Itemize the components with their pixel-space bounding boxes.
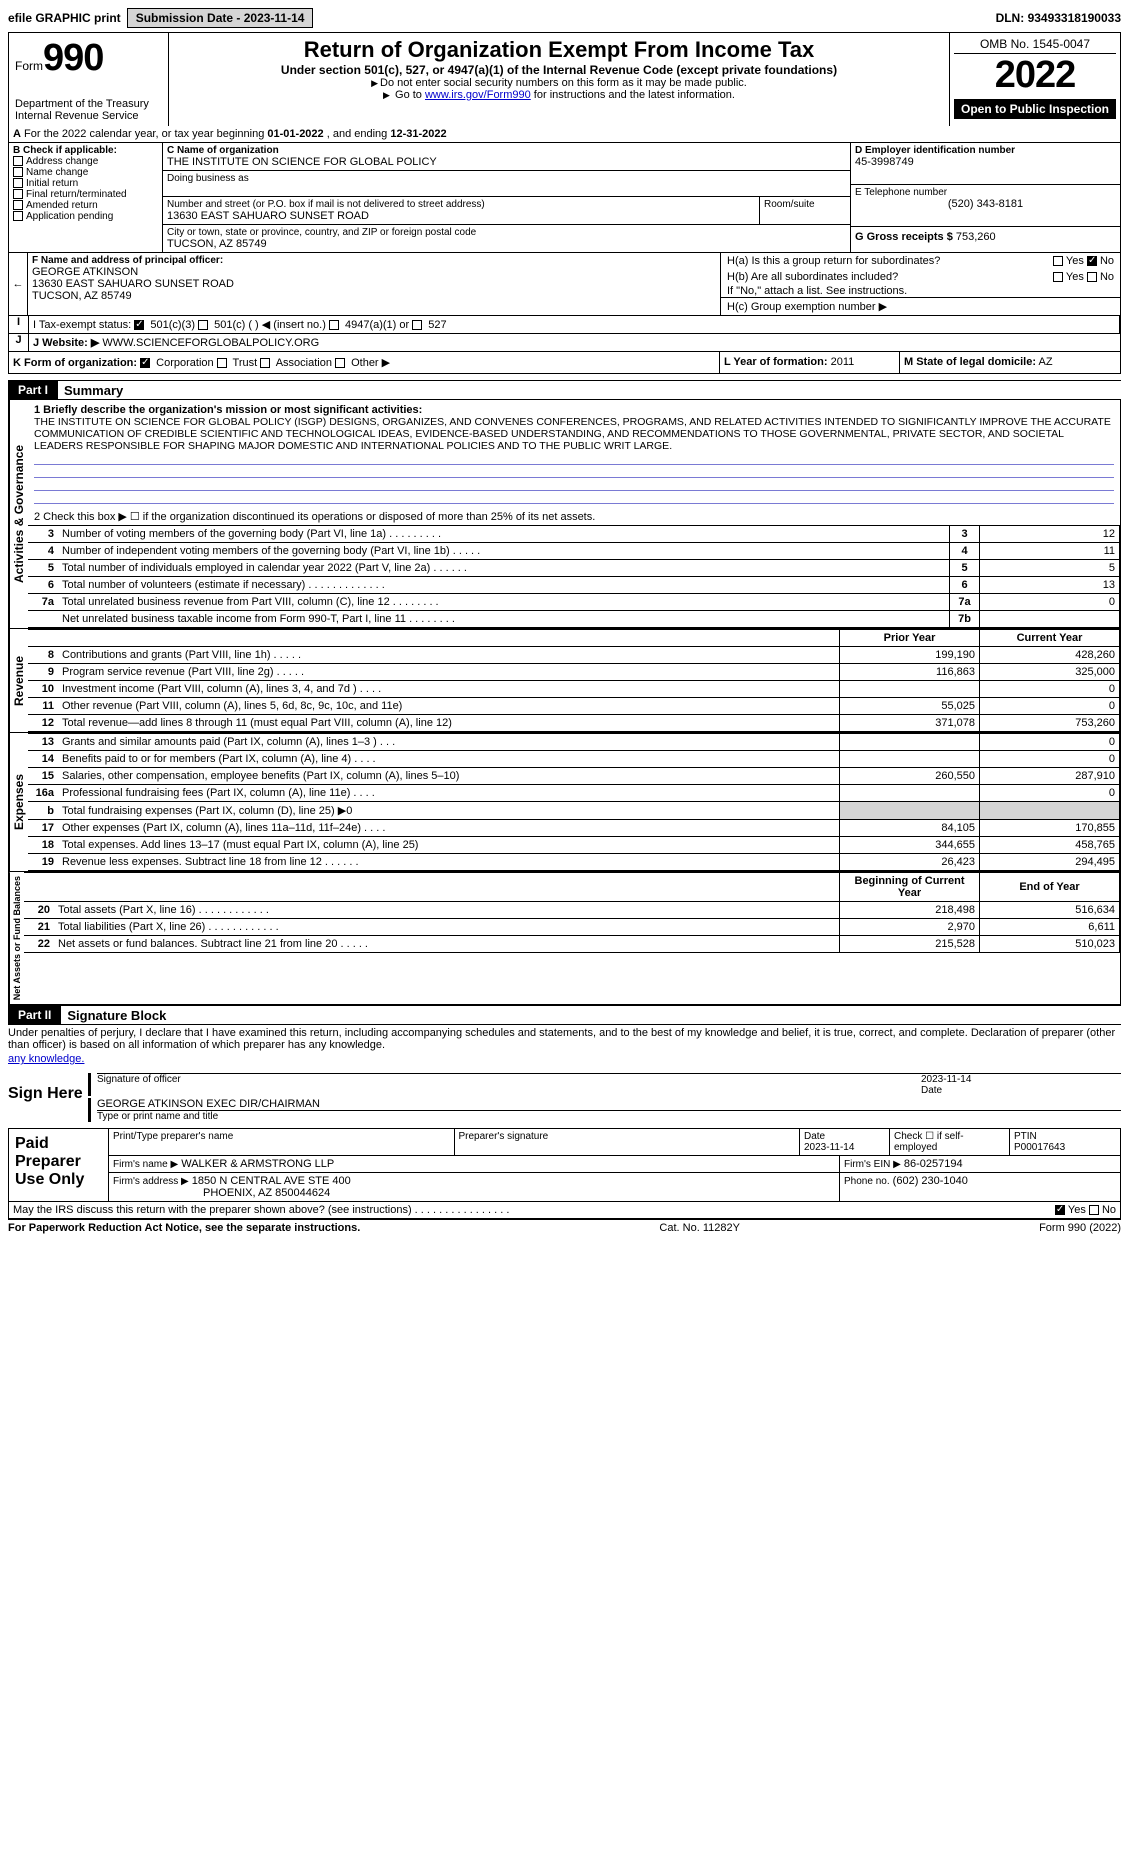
entity-info: B Check if applicable: Address changeNam… (8, 143, 1121, 253)
tax-year: 2022 (954, 54, 1116, 97)
submission-date-button[interactable]: Submission Date - 2023-11-14 (127, 8, 314, 28)
paid-preparer-block: Paid Preparer Use Only Print/Type prepar… (8, 1128, 1121, 1202)
section-expenses: Expenses 13 Grants and similar amounts p… (8, 732, 1121, 871)
org-name: THE INSTITUTE ON SCIENCE FOR GLOBAL POLI… (167, 156, 846, 168)
ha-yes-checkbox[interactable] (1053, 256, 1063, 266)
part-i-bar: Part I Summary (8, 380, 1121, 400)
col-f: F Name and address of principal officer:… (28, 253, 721, 316)
efile-label: efile GRAPHIC print (8, 11, 121, 25)
phone: (520) 343-8181 (855, 198, 1116, 210)
dept-label: Department of the Treasury (15, 98, 162, 110)
omb-number: OMB No. 1545-0047 (954, 37, 1116, 54)
form-title: Return of Organization Exempt From Incom… (173, 37, 945, 63)
fh-row: ← F Name and address of principal office… (8, 253, 1121, 316)
irs-label: Internal Revenue Service (15, 110, 162, 122)
note-link: Go to www.irs.gov/Form990 for instructio… (173, 89, 945, 101)
dln: DLN: 93493318190033 (996, 11, 1121, 25)
col-h: H(a) Is this a group return for subordin… (721, 253, 1121, 316)
governance-table: 3 Number of voting members of the govern… (28, 525, 1120, 628)
mission-text: THE INSTITUTE ON SCIENCE FOR GLOBAL POLI… (34, 416, 1114, 452)
ein: 45-3998749 (855, 156, 1116, 168)
klm-row: K Form of organization: Corporation Trus… (8, 352, 1121, 374)
section-governance: Activities & Governance 1 Briefly descri… (8, 400, 1121, 628)
netassets-table: Beginning of Current Year End of Year20 … (24, 872, 1120, 953)
perjury-text: Under penalties of perjury, I declare th… (8, 1025, 1121, 1053)
city: TUCSON, AZ 85749 (167, 238, 846, 250)
subtitle: Under section 501(c), 527, or 4947(a)(1)… (173, 63, 945, 77)
form-header: Form990 Department of the Treasury Inter… (8, 32, 1121, 126)
gross-receipts: 753,260 (956, 231, 996, 243)
discuss-row: May the IRS discuss this return with the… (8, 1202, 1121, 1219)
hb-yes-checkbox[interactable] (1053, 272, 1063, 282)
col-b: B Check if applicable: Address changeNam… (8, 143, 163, 253)
part-ii-bar: Part II Signature Block (8, 1005, 1121, 1025)
ij-row: I I Tax-exempt status: 501(c)(3) 501(c) … (8, 316, 1121, 334)
form-number: 990 (43, 37, 103, 79)
website: WWW.SCIENCEFORGLOBALPOLICY.ORG (102, 337, 319, 349)
check-amended-return: Amended return (13, 200, 158, 211)
inspection-badge: Open to Public Inspection (954, 99, 1116, 119)
col-deg: D Employer identification number 45-3998… (851, 143, 1121, 253)
footer: For Paperwork Reduction Act Notice, see … (8, 1219, 1121, 1234)
sign-here-block: Sign Here Signature of officer 2023-11-1… (8, 1071, 1121, 1124)
expenses-table: 13 Grants and similar amounts paid (Part… (28, 733, 1120, 871)
j-row: J J Website: ▶ WWW.SCIENCEFORGLOBALPOLIC… (8, 334, 1121, 352)
any-knowledge-link[interactable]: any knowledge. (8, 1053, 84, 1065)
toolbar: efile GRAPHIC print Submission Date - 20… (8, 8, 1121, 28)
check-application-pending: Application pending (13, 211, 158, 222)
street: 13630 EAST SAHUARO SUNSET ROAD (167, 210, 755, 222)
col-c: C Name of organization THE INSTITUTE ON … (163, 143, 851, 253)
section-netassets: Net Assets or Fund Balances Beginning of… (8, 871, 1121, 1005)
discuss-no-checkbox[interactable] (1089, 1205, 1099, 1215)
check-address-change: Address change (13, 156, 158, 167)
check-initial-return: Initial return (13, 178, 158, 189)
ha-no-checkbox[interactable] (1087, 256, 1097, 266)
period-line: A For the 2022 calendar year, or tax yea… (8, 126, 1121, 143)
discuss-yes-checkbox[interactable] (1055, 1205, 1065, 1215)
note-ssn: Do not enter social security numbers on … (173, 77, 945, 89)
irs-link[interactable]: www.irs.gov/Form990 (425, 89, 531, 101)
check-name-change: Name change (13, 167, 158, 178)
revenue-table: Prior Year Current Year8 Contributions a… (28, 629, 1120, 732)
section-revenue: Revenue Prior Year Current Year8 Contrib… (8, 628, 1121, 732)
check-final-return-terminated: Final return/terminated (13, 189, 158, 200)
hb-no-checkbox[interactable] (1087, 272, 1097, 282)
